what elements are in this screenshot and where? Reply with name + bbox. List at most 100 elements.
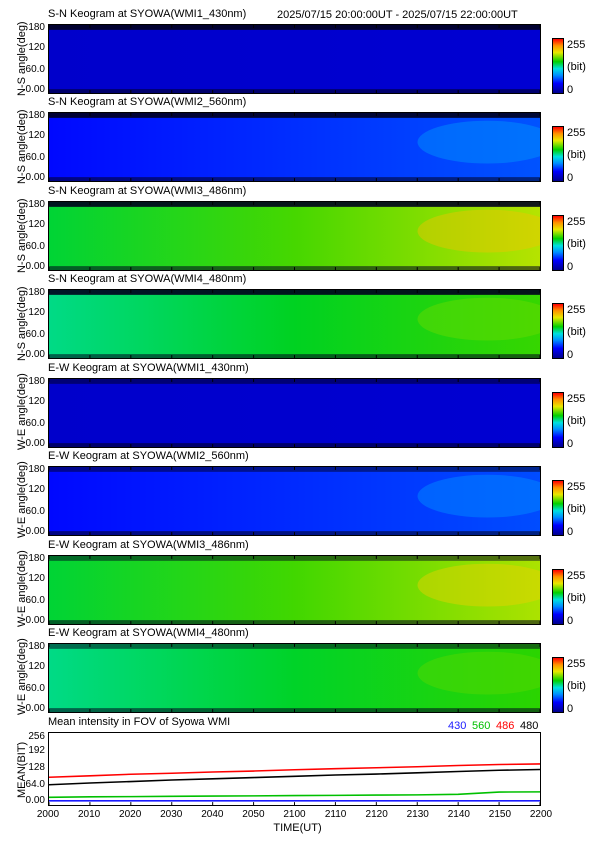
mean-intensity-plot <box>48 732 541 806</box>
colorbar-label-min: 0 <box>567 438 574 450</box>
colorbar-label-min: 0 <box>567 703 574 715</box>
keogram-y-tick: 120 <box>28 484 45 495</box>
keogram-y-tick: 60.0 <box>25 329 45 340</box>
keogram-heatmap <box>49 113 540 181</box>
colorbar-label-min: 0 <box>567 84 574 96</box>
keogram-y-tick: 180 <box>28 376 45 387</box>
keogram-y-tick: 0.00 <box>25 526 45 537</box>
keogram-bright-region <box>417 474 540 518</box>
keogram-plot <box>48 643 541 713</box>
keogram-bright-region <box>417 209 540 253</box>
keogram-y-tick: 180 <box>28 22 45 33</box>
keogram-y-tick: 180 <box>28 553 45 564</box>
keogram-y-tick: 0.00 <box>25 261 45 272</box>
keogram-y-tick: 120 <box>28 396 45 407</box>
mean-y-tick: 256 <box>28 731 45 742</box>
colorbar-label-max: 255 <box>567 127 586 139</box>
keogram-heatmap <box>49 202 540 270</box>
keogram-y-tick: 180 <box>28 287 45 298</box>
mean-intensity-svg <box>49 763 540 805</box>
keogram-intensity-field <box>49 25 540 93</box>
colorbar-label-max: 255 <box>567 570 586 582</box>
x-tick-label: 2050 <box>242 809 265 820</box>
x-tick-label: 2120 <box>365 809 388 820</box>
colorbar-label-unit: (bit) <box>567 326 586 338</box>
mean-y-tick: 64.0 <box>25 779 45 790</box>
x-tick-label: 2100 <box>283 809 306 820</box>
keogram-intensity-field <box>49 113 540 181</box>
keogram-intensity-field <box>49 379 540 447</box>
keogram-plot <box>48 201 541 271</box>
keogram-intensity-field <box>49 556 540 624</box>
keogram-plot <box>48 289 541 359</box>
keogram-intensity-field <box>49 467 540 535</box>
colorbar <box>552 215 564 271</box>
colorbar-label-min: 0 <box>567 615 574 627</box>
colorbar-label-max: 255 <box>567 216 586 228</box>
colorbar-label-max: 255 <box>567 39 586 51</box>
colorbar-label-unit: (bit) <box>567 503 586 515</box>
x-tick-label: 2150 <box>488 809 512 820</box>
keogram-intensity-field <box>49 290 540 358</box>
series-line-486 <box>49 763 540 779</box>
keogram-title: S-N Keogram at SYOWA(WMI1_430nm) <box>48 8 247 20</box>
keogram-y-tick: 0.00 <box>25 349 45 360</box>
colorbar-label-unit: (bit) <box>567 61 586 73</box>
colorbar-label-min: 0 <box>567 261 574 273</box>
keogram-y-tick: 180 <box>28 199 45 210</box>
keogram-y-tick: 0.00 <box>25 84 45 95</box>
colorbar <box>552 569 564 625</box>
keogram-bright-region <box>417 651 540 695</box>
mean-y-tick: 0.00 <box>25 795 45 806</box>
keogram-title: E-W Keogram at SYOWA(WMI2_560nm) <box>48 450 249 462</box>
keogram-title: S-N Keogram at SYOWA(WMI3_486nm) <box>48 185 247 197</box>
keogram-y-tick: 60.0 <box>25 683 45 694</box>
colorbar <box>552 126 564 182</box>
keogram-y-tick: 120 <box>28 219 45 230</box>
x-tick-label: 2000 <box>36 809 60 820</box>
keogram-y-tick: 60.0 <box>25 595 45 606</box>
x-tick-label: 2200 <box>529 809 553 820</box>
keogram-intensity-field <box>49 202 540 270</box>
x-tick-label: 2140 <box>447 809 470 820</box>
colorbar-label-min: 0 <box>567 349 574 361</box>
keogram-title: E-W Keogram at SYOWA(WMI4_480nm) <box>48 627 249 639</box>
keogram-bright-region <box>417 563 540 607</box>
keogram-heatmap <box>49 556 540 624</box>
keogram-y-tick: 180 <box>28 641 45 652</box>
mean-y-tick: 192 <box>28 745 45 756</box>
keogram-heatmap <box>49 379 540 447</box>
keogram-heatmap <box>49 644 540 712</box>
keogram-title: S-N Keogram at SYOWA(WMI4_480nm) <box>48 273 247 285</box>
keogram-y-tick: 120 <box>28 307 45 318</box>
x-tick-label: 2010 <box>77 809 101 820</box>
x-tick-label: 2030 <box>160 809 183 820</box>
keogram-y-tick: 60.0 <box>25 64 45 75</box>
colorbar-label-unit: (bit) <box>567 592 586 604</box>
colorbar-label-max: 255 <box>567 481 586 493</box>
colorbar-label-min: 0 <box>567 526 574 538</box>
colorbar <box>552 38 564 94</box>
keogram-heatmap <box>49 467 540 535</box>
keogram-y-tick: 0.00 <box>25 438 45 449</box>
mean-y-tick: 128 <box>28 762 45 773</box>
series-line-480 <box>49 768 540 786</box>
keogram-y-tick: 180 <box>28 110 45 121</box>
date-range: 2025/07/15 20:00:00UT - 2025/07/15 22:00… <box>277 9 518 21</box>
colorbar <box>552 657 564 713</box>
keogram-y-tick: 0.00 <box>25 172 45 183</box>
keogram-plot <box>48 378 541 448</box>
keogram-y-tick: 120 <box>28 573 45 584</box>
keogram-title: E-W Keogram at SYOWA(WMI3_486nm) <box>48 539 249 551</box>
keogram-title: E-W Keogram at SYOWA(WMI1_430nm) <box>48 362 249 374</box>
colorbar-label-unit: (bit) <box>567 415 586 427</box>
colorbar <box>552 392 564 448</box>
keogram-plot <box>48 466 541 536</box>
keogram-heatmap <box>49 25 540 93</box>
keogram-y-tick: 60.0 <box>25 241 45 252</box>
x-tick-label: 2020 <box>119 809 142 820</box>
colorbar-label-min: 0 <box>567 172 574 184</box>
keogram-bright-region <box>417 120 540 164</box>
keogram-y-tick: 120 <box>28 661 45 672</box>
